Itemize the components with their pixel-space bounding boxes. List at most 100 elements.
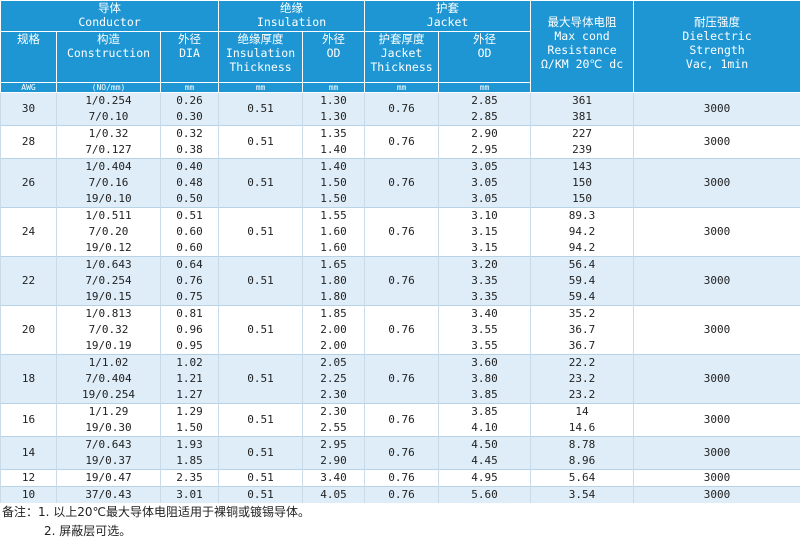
header-cell: 规格	[0, 31, 57, 83]
value-cell: 3.85	[438, 403, 532, 420]
value-cell: 19/0.37	[56, 453, 161, 470]
insulation-cell: 0.51	[218, 305, 304, 355]
value-cell: 7/0.127	[56, 142, 161, 159]
value-cell: 1/0.254	[56, 92, 161, 109]
header-zh: 护套	[436, 1, 460, 15]
insulation-cell: 0.51	[218, 469, 304, 487]
data-row: 22 1/0.643 0.64 0.51 1.65 0.76 3.20 56.4 3000	[0, 256, 800, 306]
value-cell: 94.2	[530, 240, 635, 257]
dielectric-cell: 3000	[633, 469, 800, 487]
header-en: Jacket	[426, 15, 469, 29]
value-cell: 2.95	[438, 142, 532, 159]
value-cell: 19/0.15	[56, 289, 161, 306]
value-cell: 59.4	[530, 273, 635, 289]
value-cell: 2.30	[302, 403, 366, 420]
value-cell: 59.4	[530, 289, 635, 306]
units-row: AWG (NO/mm) mm mm mm mm mm	[0, 82, 800, 93]
value-cell: 7/0.32	[56, 322, 161, 338]
value-cell: 35.2	[530, 305, 635, 322]
value-cell: 2.05	[302, 354, 366, 371]
header-cell: 绝缘厚度 Insulation Thickness	[218, 31, 304, 83]
dielectric-cell: 3000	[633, 403, 800, 437]
value-cell: 19/0.12	[56, 240, 161, 257]
value-cell: 23.2	[530, 387, 635, 404]
value-cell: 7/0.10	[56, 109, 161, 126]
data-row: 7/0.404 1.21 2.25 3.80 23.2	[1, 371, 800, 387]
value-cell: 361	[530, 92, 635, 109]
value-cell: 14	[530, 403, 635, 420]
value-cell: 3.15	[438, 224, 532, 240]
value-cell: 4.45	[438, 453, 532, 470]
awg-cell: 30	[0, 92, 57, 126]
value-cell: 2.85	[438, 109, 532, 126]
value-cell: 7/0.254	[56, 273, 161, 289]
unit: mm	[302, 82, 366, 93]
header-group: 导体 Conductor	[0, 0, 220, 32]
value-cell: 1.21	[159, 371, 220, 387]
value-cell: 19/0.47	[56, 469, 161, 487]
value-cell: 1.85	[159, 453, 220, 470]
value-cell: 3.05	[438, 158, 532, 175]
data-row: 7/0.20 0.60 1.60 3.15 94.2	[1, 224, 800, 240]
value-cell: 36.7	[530, 322, 635, 338]
value-cell: 0.76	[159, 273, 220, 289]
value-cell: 227	[530, 125, 635, 142]
header-line: 护套厚度	[378, 32, 425, 46]
value-cell: 1/0.404	[56, 158, 161, 175]
dielectric-cell: 3000	[633, 486, 800, 503]
spec-table: 导体 Conductor 绝缘 Insulation 护套 Jacket 最大导体电阻 Max…	[0, 0, 800, 503]
value-cell: 7/0.643	[56, 436, 161, 453]
awg-cell: 20	[0, 305, 57, 355]
data-row: 18 1/1.02 1.02 0.51 2.05 0.76 3.60 22.2 3000	[0, 354, 800, 404]
value-cell: 150	[530, 191, 635, 208]
value-cell: 0.51	[159, 207, 220, 224]
value-cell: 2.00	[302, 338, 366, 355]
header-line: Insulation	[225, 46, 296, 60]
insulation-cell: 0.51	[218, 125, 304, 159]
data-row: 7/0.127 0.38 1.40 2.95 239	[1, 142, 800, 159]
data-row: 19/0.30 1.50 2.55 4.10 14.6	[1, 420, 800, 437]
value-cell: 3.55	[438, 322, 532, 338]
jacket-cell: 0.76	[364, 354, 440, 404]
data-row: 7/0.16 0.48 1.50 3.05 150	[1, 175, 800, 191]
value-cell: 1.40	[302, 158, 366, 175]
awg-cell: 18	[0, 354, 57, 404]
header-cell: 护套厚度 Jacket Thickness	[364, 31, 440, 83]
header-line: OD	[326, 46, 341, 60]
unit: mm	[364, 82, 440, 93]
value-cell: 0.48	[159, 175, 220, 191]
data-row: 16 1/1.29 1.29 0.51 2.30 0.76 3.85 14 3000	[0, 403, 800, 437]
value-cell: 36.7	[530, 338, 635, 355]
value-cell: 1.60	[302, 240, 366, 257]
dielectric-cell: 3000	[633, 436, 800, 470]
header-line: Max cond	[554, 29, 610, 43]
value-cell: 0.60	[159, 240, 220, 257]
value-cell: 5.64	[530, 469, 635, 487]
insulation-cell: 0.51	[218, 158, 304, 208]
data-row: 7/0.10 0.30 1.30 2.85 381	[1, 109, 800, 126]
value-cell: 1.93	[159, 436, 220, 453]
unit: AWG	[0, 82, 57, 93]
jacket-cell: 0.76	[364, 305, 440, 355]
header-cell: 耐压强度 Dielectric Strength Vac, 1min	[633, 0, 800, 93]
value-cell: 1.27	[159, 387, 220, 404]
header-row: 导体 Conductor 绝缘 Insulation 护套 Jacket 最大导体电阻 Max…	[0, 0, 800, 93]
data-row: 30 1/0.254 0.26 0.51 1.30 0.76 2.85 361 3000	[0, 92, 800, 126]
value-cell: 2.90	[438, 125, 532, 142]
value-cell: 4.50	[438, 436, 532, 453]
value-cell: 1.30	[302, 92, 366, 109]
value-cell: 37/0.43	[56, 486, 161, 503]
value-cell: 150	[530, 175, 635, 191]
value-cell: 381	[530, 109, 635, 126]
unit: mm	[218, 82, 304, 93]
header-line: Jacket	[380, 46, 423, 60]
value-cell: 2.25	[302, 371, 366, 387]
value-cell: 1.40	[302, 142, 366, 159]
value-cell: 0.95	[159, 338, 220, 355]
jacket-cell: 0.76	[364, 158, 440, 208]
value-cell: 0.75	[159, 289, 220, 306]
jacket-cell: 0.76	[364, 486, 440, 503]
value-cell: 1.65	[302, 256, 366, 273]
data-row: 14 7/0.643 1.93 0.51 2.95 0.76 4.50 8.78 3000	[0, 436, 800, 470]
